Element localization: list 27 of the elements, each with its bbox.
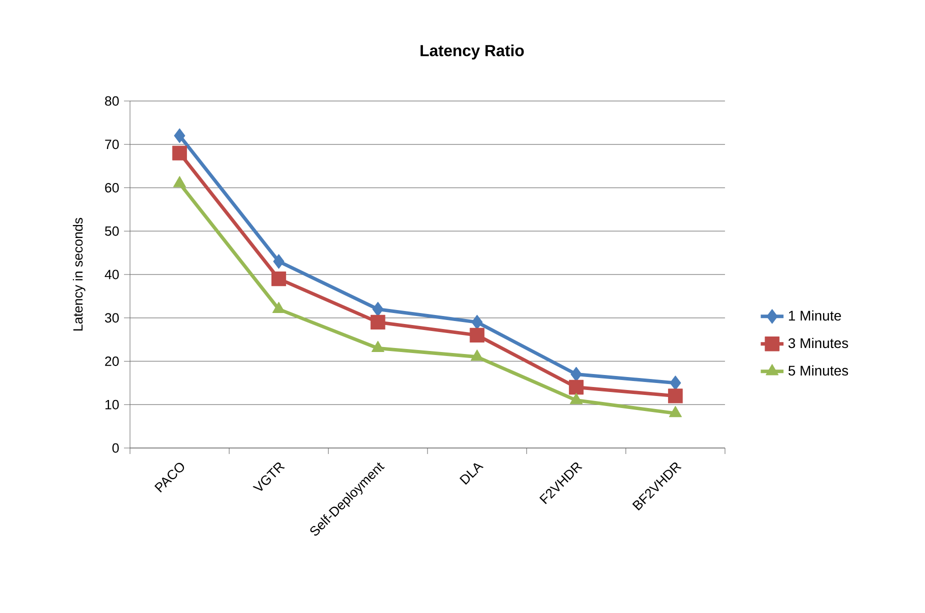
y-tick-label: 20 <box>105 356 119 366</box>
y-tick-label: 60 <box>105 183 119 192</box>
point <box>670 376 682 390</box>
y-tick-label: 40 <box>104 270 119 280</box>
y-tick-label: 80 <box>105 96 119 106</box>
chart-title: Latency Ratio <box>420 44 524 60</box>
y-tick-label: 30 <box>104 313 119 323</box>
x-tick-label: DLA <box>460 463 484 485</box>
legend-label: 3 Minutes <box>788 338 848 348</box>
point <box>174 128 186 144</box>
point <box>372 302 384 317</box>
point <box>273 254 284 269</box>
point <box>470 328 484 343</box>
legend-label: 5 Minutes <box>788 365 848 376</box>
point <box>271 272 286 286</box>
legend-label: 1 Minute <box>788 310 841 321</box>
point <box>370 314 386 330</box>
point <box>172 146 187 160</box>
point <box>668 388 683 404</box>
point <box>472 314 483 330</box>
y-tick-label: 0 <box>112 443 119 453</box>
y-tick-label: 70 <box>105 140 119 150</box>
y-tick-label: 10 <box>105 400 119 410</box>
y-axis-title: Latency in seconds <box>72 218 86 330</box>
y-tick-label: 50 <box>105 226 119 236</box>
point <box>568 380 584 395</box>
point <box>570 366 582 382</box>
